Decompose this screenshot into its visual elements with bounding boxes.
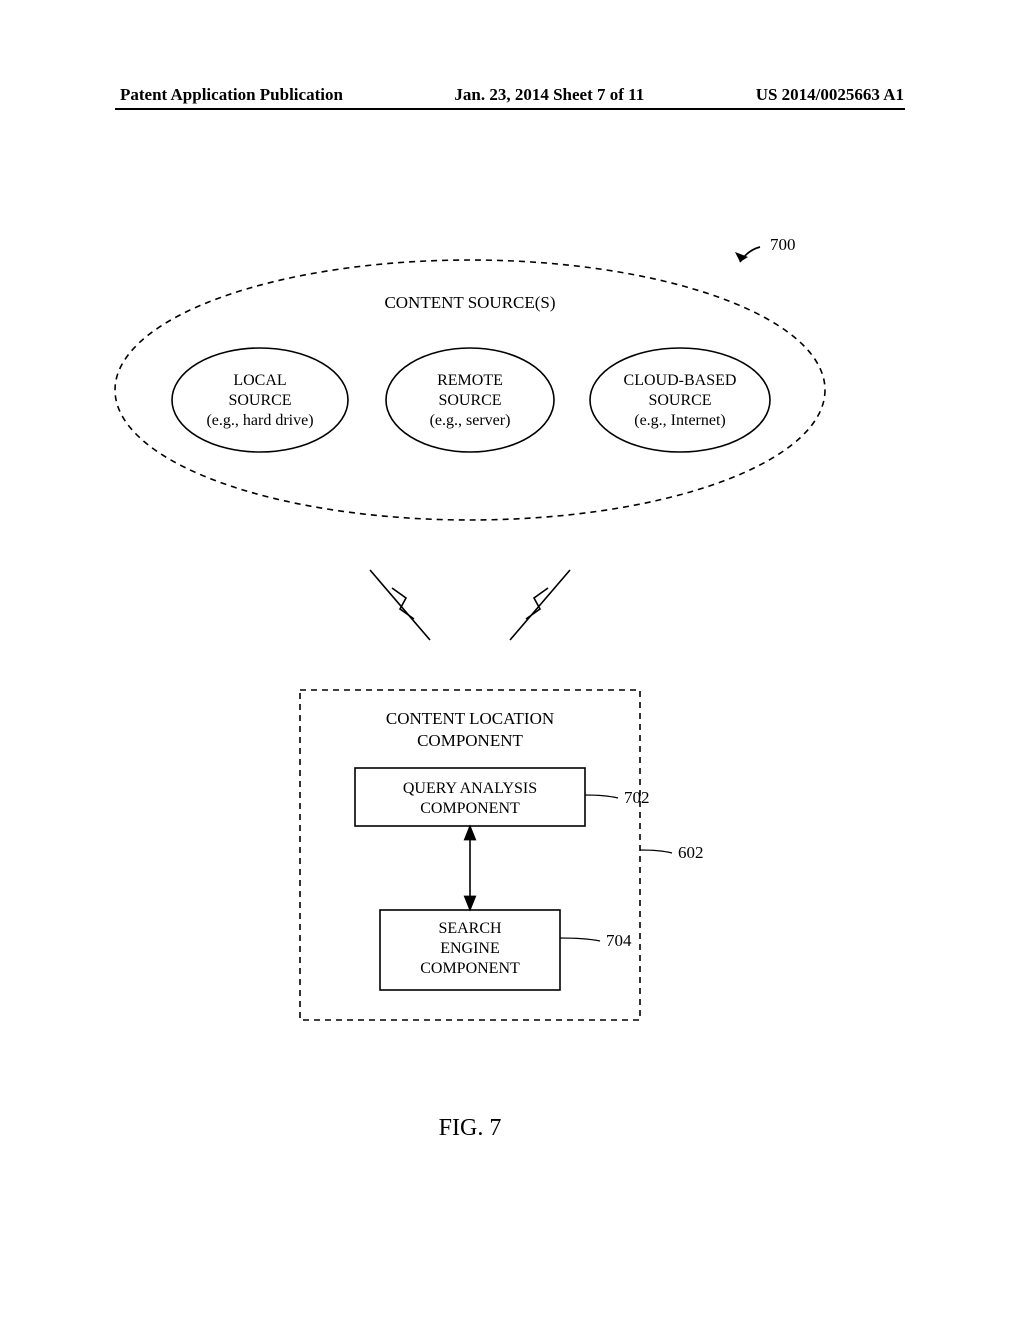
remote-line1: REMOTE (437, 372, 503, 389)
cloud-line1: CLOUD-BASED (624, 372, 737, 389)
cloud-source-node: CLOUD-BASED SOURCE (e.g., Internet) (590, 348, 770, 452)
ref-700: 700 (735, 235, 796, 262)
remote-source-node: REMOTE SOURCE (e.g., server) (386, 348, 554, 452)
ref-700-label: 700 (770, 235, 796, 254)
figure-label: FIG. 7 (439, 1115, 502, 1141)
ref-702-label: 702 (624, 788, 650, 807)
local-line2: SOURCE (228, 392, 291, 409)
remote-line2: SOURCE (438, 392, 501, 409)
ref-602: 602 (640, 843, 704, 862)
local-line1: LOCAL (233, 372, 286, 389)
query-analysis-node: QUERY ANALYSIS COMPONENT (355, 768, 585, 826)
ref-702: 702 (585, 788, 650, 807)
query-line2: COMPONENT (420, 800, 520, 817)
content-location-title2: COMPONENT (417, 731, 523, 750)
search-line1: SEARCH (438, 920, 502, 937)
local-source-node: LOCAL SOURCE (e.g., hard drive) (172, 348, 348, 452)
ref-704: 704 (560, 931, 632, 950)
ref-704-label: 704 (606, 931, 632, 950)
cloud-line3: (e.g., Internet) (634, 412, 726, 429)
content-sources-title: CONTENT SOURCE(S) (384, 293, 555, 312)
search-engine-node: SEARCH ENGINE COMPONENT (380, 910, 560, 990)
content-location-title1: CONTENT LOCATION (386, 709, 554, 728)
query-line1: QUERY ANALYSIS (403, 780, 537, 797)
cloud-line2: SOURCE (648, 392, 711, 409)
diagram-svg: 700 CONTENT SOURCE(S) LOCAL SOURCE (e.g.… (0, 0, 1024, 1320)
search-line3: COMPONENT (420, 960, 520, 977)
search-line2: ENGINE (440, 940, 500, 957)
local-line3: (e.g., hard drive) (206, 412, 313, 429)
remote-line3: (e.g., server) (430, 412, 511, 429)
lightning-left (370, 570, 430, 640)
ref-602-label: 602 (678, 843, 704, 862)
lightning-right (510, 570, 570, 640)
